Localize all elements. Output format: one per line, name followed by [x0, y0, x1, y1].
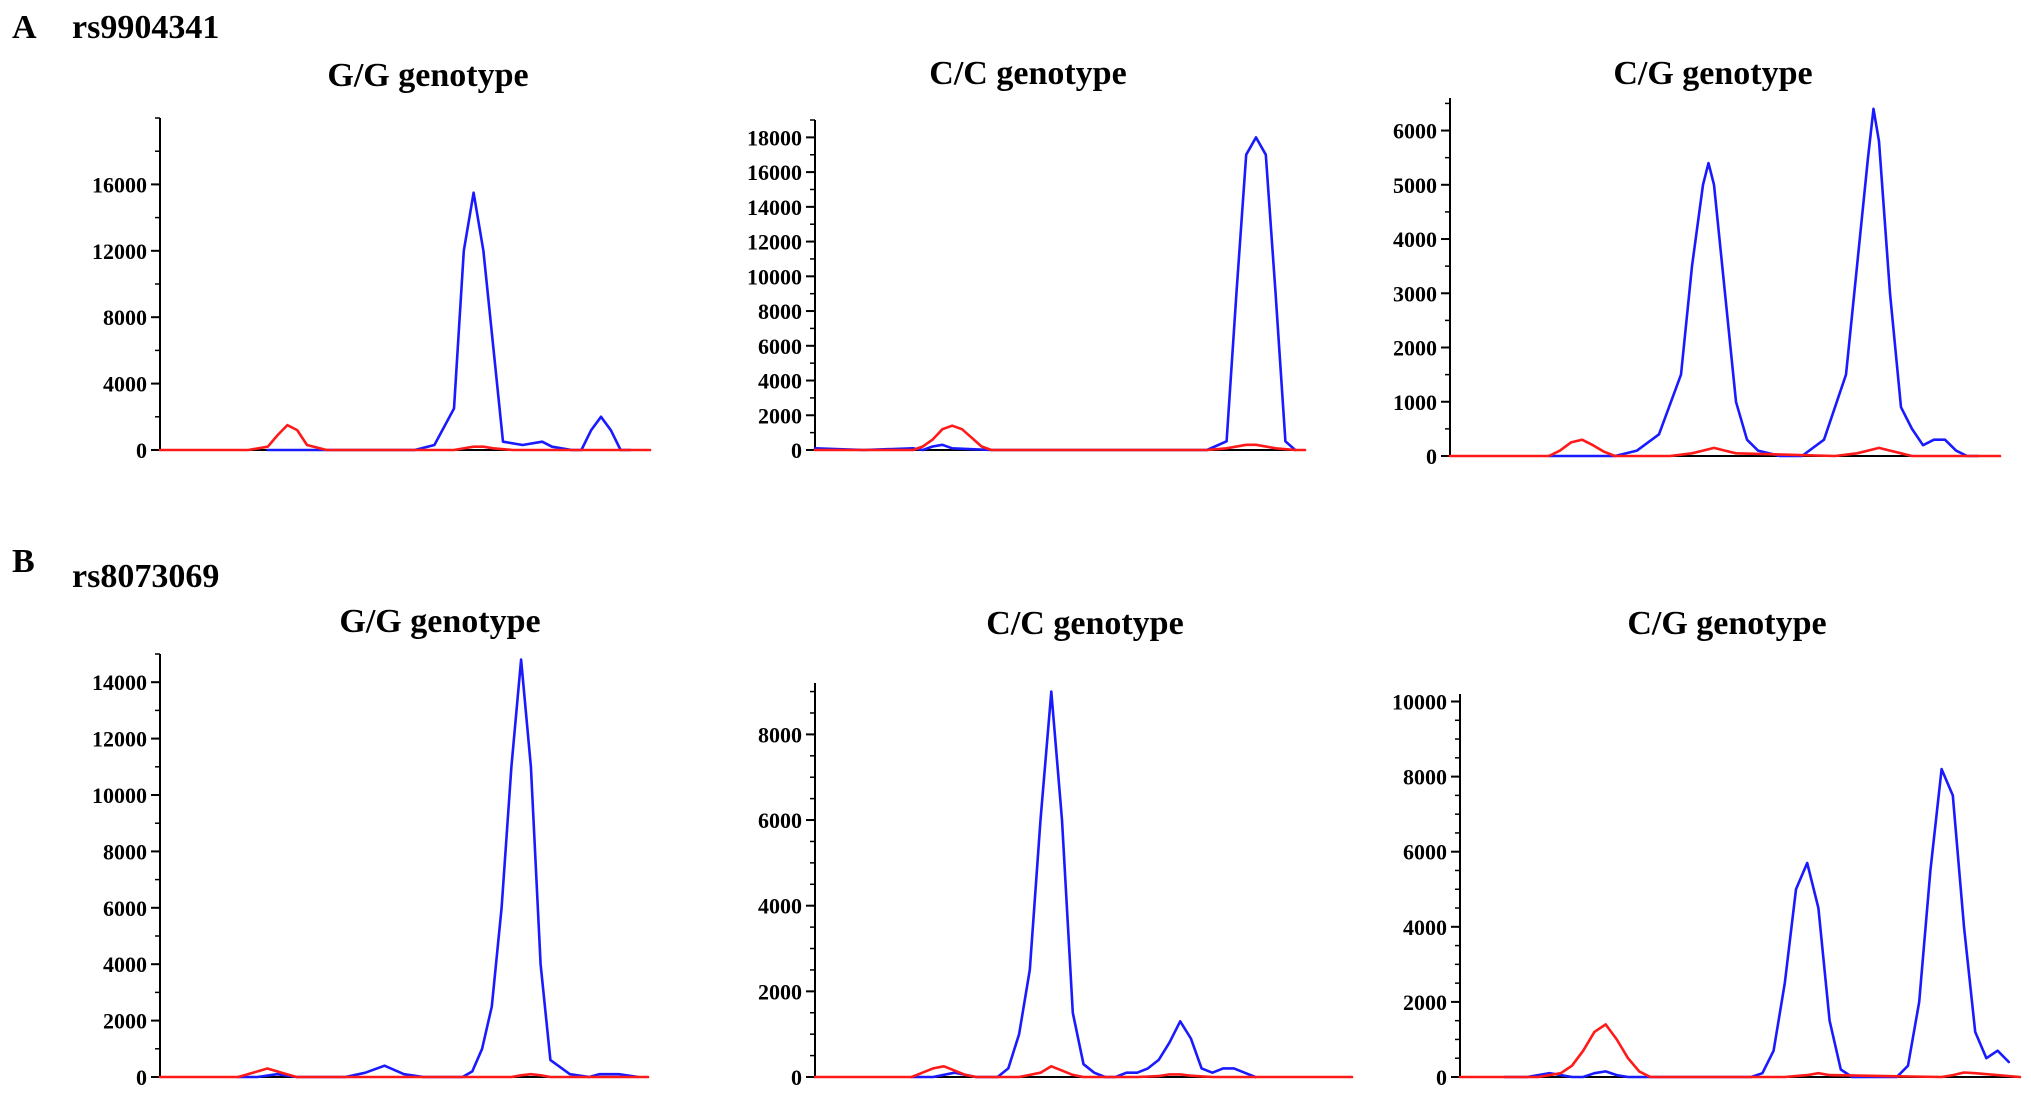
y-tick-label: 2000 [1403, 990, 1447, 1015]
chart-b-cc: C/C genotype 0 2000 4000 6000 8000 [758, 605, 1354, 1090]
y-tick-label: 2000 [103, 1009, 147, 1034]
chart-title: C/C genotype [929, 55, 1126, 92]
y-tick-label: 0 [136, 1065, 147, 1090]
y-tick-label: 3000 [1393, 281, 1437, 306]
y-tick-label: 18000 [747, 125, 802, 150]
red-signal-line [158, 1067, 650, 1079]
blue-signal-line [1547, 107, 1980, 458]
snp-label-b: rs8073069 [72, 558, 219, 595]
y-tick-label: 14000 [747, 195, 802, 220]
y-tick-label: 4000 [103, 372, 147, 397]
red-signal-line [1448, 438, 2002, 458]
y-tick-label: 16000 [92, 172, 147, 197]
y-tick-label: 6000 [103, 896, 147, 921]
y-tick-label: 4000 [103, 952, 147, 977]
y-tick-label: 0 [791, 438, 802, 463]
snp-label-a: rs9904341 [72, 9, 219, 46]
y-tick-label: 6000 [1403, 840, 1447, 865]
y-tick-label: 0 [791, 1065, 802, 1090]
chart-b-cg: C/G genotype 0 2000 4000 6000 8000 10000 [1392, 605, 2022, 1090]
y-tick-label: 14000 [92, 670, 147, 695]
y-tick-label: 4000 [758, 369, 802, 394]
y-tick-label: 5000 [1393, 173, 1437, 198]
red-signal-line [813, 424, 1307, 452]
y-tick-label: 0 [1426, 444, 1437, 469]
blue-signal-line [813, 136, 1297, 452]
y-tick-label: 12000 [747, 230, 802, 255]
chart-title: G/G genotype [339, 603, 540, 640]
y-tick-label: 4000 [1393, 227, 1437, 252]
y-tick-label: 12000 [92, 727, 147, 752]
y-tick-label: 10000 [747, 264, 802, 289]
y-tick-label: 2000 [758, 403, 802, 428]
y-tick-label: 4000 [1403, 915, 1447, 940]
y-tick-label: 6000 [758, 808, 802, 833]
blue-signal-line [266, 191, 632, 452]
y-tick-label: 10000 [1392, 690, 1447, 715]
chart-title: C/G genotype [1613, 55, 1812, 92]
y-tick-label: 0 [136, 438, 147, 463]
chart-a-gg: G/G genotype 0 4000 8000 12000 16000 [92, 57, 652, 463]
y-tick-label: 12000 [92, 239, 147, 264]
chart-title: C/C genotype [986, 605, 1183, 642]
y-tick-label: 2000 [758, 979, 802, 1004]
chart-a-cc: C/C genotype 0 2000 4000 6000 8000 10000 12000 1… [747, 55, 1307, 463]
y-tick-label: 16000 [747, 160, 802, 185]
red-signal-line [1458, 1023, 2022, 1079]
chart-a-cg: C/G genotype 0 1000 2000 3000 4000 5000 6000 [1393, 55, 2002, 469]
y-tick-label: 1000 [1393, 390, 1437, 415]
chart-title: C/G genotype [1627, 605, 1826, 642]
red-signal-line [158, 423, 652, 452]
y-tick-label: 0 [1436, 1065, 1447, 1090]
blue-signal-line [236, 658, 640, 1079]
y-tick-label: 8000 [103, 839, 147, 864]
blue-signal-line [1503, 767, 2011, 1079]
y-tick-label: 6000 [1393, 119, 1437, 144]
y-tick-label: 4000 [758, 894, 802, 919]
y-tick-label: 8000 [758, 722, 802, 747]
red-signal-line [813, 1065, 1354, 1079]
panel-letter-a: A [12, 9, 37, 46]
y-tick-label: 8000 [103, 305, 147, 330]
blue-signal-line [910, 690, 1257, 1079]
y-tick-label: 10000 [92, 783, 147, 808]
panel-letter-b: B [12, 543, 35, 580]
y-tick-label: 8000 [1403, 765, 1447, 790]
y-tick-label: 6000 [758, 334, 802, 359]
chart-title: G/G genotype [327, 57, 528, 94]
y-tick-label: 8000 [758, 299, 802, 324]
y-tick-label: 2000 [1393, 336, 1437, 361]
chart-b-gg: G/G genotype 0 2000 4000 6000 8000 10000 12000 1… [92, 603, 650, 1090]
